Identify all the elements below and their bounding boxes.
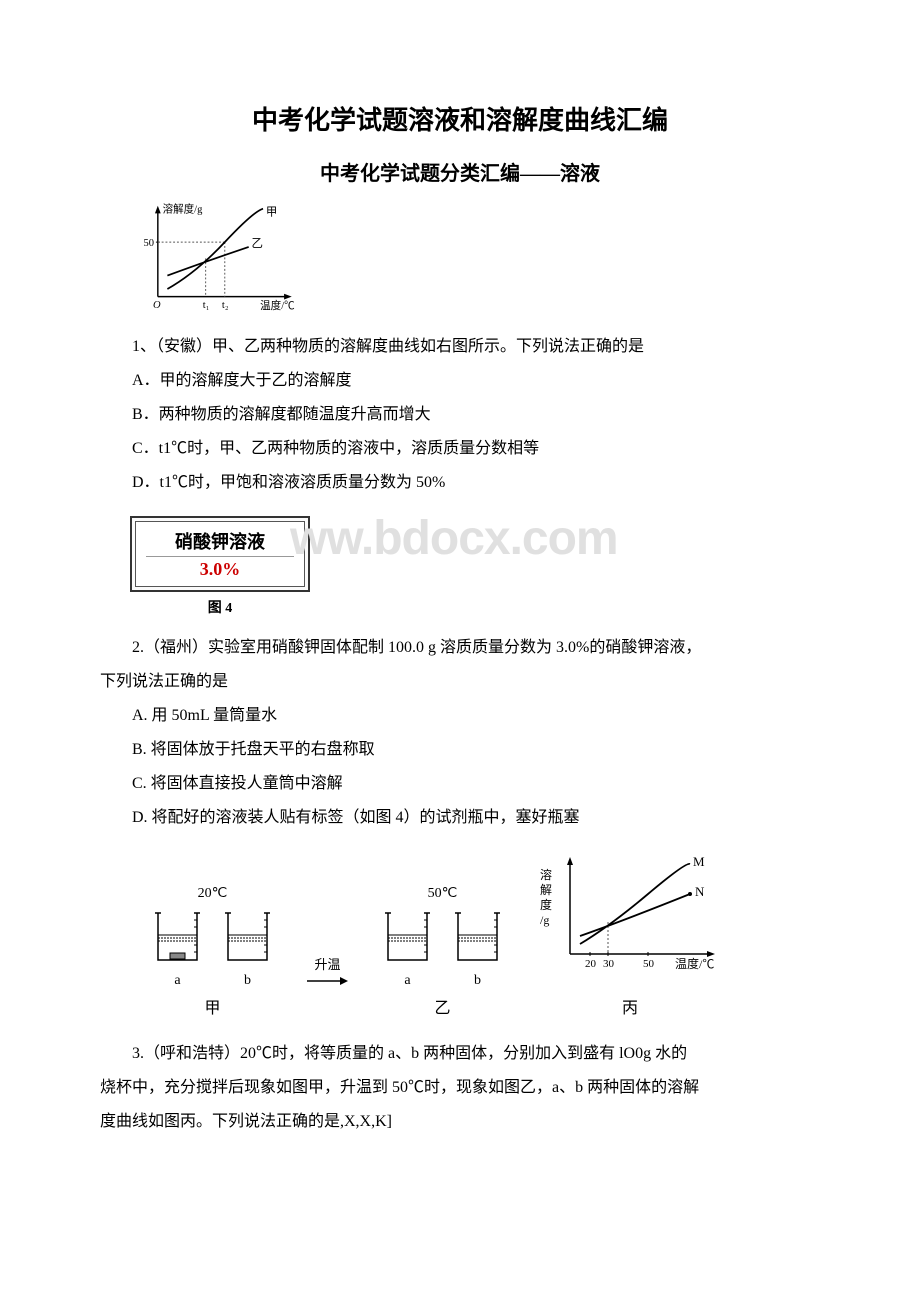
temp-label-1: 20℃ — [198, 885, 228, 902]
q3-stem-cont2: 度曲线如图丙。下列说法正确的是,X,X,K] — [100, 1106, 820, 1138]
reagent-concentration: 3.0% — [146, 557, 294, 580]
beaker-b2-icon — [450, 905, 505, 965]
page-subtitle: 中考化学试题分类汇编——溶液 — [100, 157, 820, 186]
q2-option-d: D. 将配好的溶液装人贴有标签（如图 4）的试剂瓶中，塞好瓶塞 — [100, 802, 820, 834]
group-label-1: 甲 — [204, 994, 220, 1018]
beaker-label-a: a — [150, 973, 205, 989]
figure4-caption: 图 4 — [130, 597, 310, 617]
svg-text:50: 50 — [643, 958, 655, 970]
heating-arrow: 升温 — [305, 954, 350, 1018]
q2-option-b: B. 将固体放于托盘天平的右盘称取 — [100, 734, 820, 766]
svg-text:温度/℃: 温度/℃ — [675, 956, 714, 971]
beaker-b1-icon — [220, 905, 275, 965]
svg-text:溶: 溶 — [540, 867, 552, 882]
beaker-a2-icon — [380, 905, 435, 965]
beaker-label-b: b — [220, 973, 275, 989]
svg-text:M: M — [693, 854, 705, 869]
chart1-ytick: 50 — [143, 238, 154, 249]
chart-solubility-1: 溶解度/g 温度/℃ 50 t₁ t₂ O 甲 乙 — [130, 201, 820, 316]
chart1-ylabel: 溶解度/g — [163, 202, 203, 215]
q1-stem: 1、（安徽）甲、乙两种物质的溶解度曲线如右图所示。下列说法正确的是 — [100, 331, 820, 363]
temp-label-2: 50℃ — [428, 885, 458, 902]
beakers-diagram: 20℃ a — [150, 854, 820, 1018]
q1-option-b: B．两种物质的溶解度都随温度升高而增大 — [100, 399, 820, 431]
svg-text:20: 20 — [585, 958, 597, 970]
svg-text:30: 30 — [603, 958, 615, 970]
q1-option-c: C．t1℃时，甲、乙两种物质的溶液中，溶质质量分数相等 — [100, 433, 820, 465]
svg-text:解: 解 — [540, 883, 552, 897]
group-label-2: 乙 — [434, 994, 450, 1018]
q3-stem: 3.（呼和浩特）20℃时，将等质量的 a、b 两种固体，分别加入到盛有 lO0g… — [100, 1038, 820, 1070]
svg-text:O: O — [153, 300, 161, 311]
q3-stem-cont1: 烧杯中，充分搅拌后现象如图甲，升温到 50℃时，现象如图乙，a、b 两种固体的溶… — [100, 1072, 820, 1104]
q2-stem: 2.（福州）实验室用硝酸钾固体配制 100.0 g 溶质质量分数为 3.0%的硝… — [100, 632, 820, 664]
reagent-label-figure: 硝酸钾溶液 3.0% 图 4 — [130, 516, 310, 617]
beaker-label-b2: b — [450, 973, 505, 989]
svg-text:乙: 乙 — [252, 237, 263, 250]
svg-text:度: 度 — [540, 897, 552, 912]
q1-option-d: D．t1℃时，甲饱和溶液溶质质量分数为 50% — [100, 467, 820, 499]
svg-text:甲: 甲 — [266, 206, 277, 218]
group-label-3: 丙 — [535, 994, 725, 1018]
svg-text:/g: /g — [540, 913, 549, 927]
svg-text:t₁: t₁ — [203, 300, 210, 311]
page-title: 中考化学试题溶液和溶解度曲线汇编 — [100, 100, 820, 137]
chart1-xlabel: 温度/℃ — [260, 299, 295, 311]
q2-option-c: C. 将固体直接投人童筒中溶解 — [100, 768, 820, 800]
watermark-text: ww.bdocx.com — [290, 511, 618, 566]
chart-solubility-2: 溶 解 度 /g 温度/℃ 20 30 50 M N 丙 — [535, 854, 725, 1018]
q2-option-a: A. 用 50mL 量筒量水 — [100, 700, 820, 732]
beaker-label-a2: a — [380, 973, 435, 989]
svg-text:N: N — [695, 884, 705, 899]
reagent-name: 硝酸钾溶液 — [146, 528, 294, 557]
q2-stem-cont: 下列说法正确的是 — [100, 666, 820, 698]
q1-option-a: A．甲的溶解度大于乙的溶解度 — [100, 365, 820, 397]
beaker-a1-icon — [150, 905, 205, 965]
svg-text:t₂: t₂ — [222, 300, 229, 311]
